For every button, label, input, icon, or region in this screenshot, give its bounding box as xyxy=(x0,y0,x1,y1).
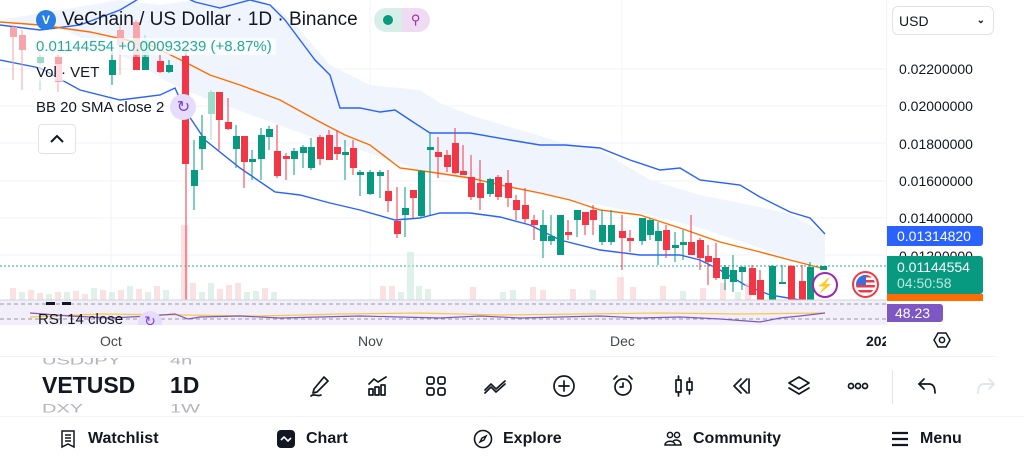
time-label-nov: Nov xyxy=(358,333,383,349)
price-scale[interactable]: USD ⌄ 0.02200000 0.02000000 0.01800000 0… xyxy=(886,0,996,325)
layers-icon xyxy=(788,376,810,395)
plus-circle-icon xyxy=(553,375,575,397)
nav-menu-label: Menu xyxy=(920,430,962,447)
bb-indicator-row[interactable]: BB 20 SMA close 2 ↻ xyxy=(36,94,430,120)
symbol-wheel[interactable]: USDJPY VETUSD DXY xyxy=(42,358,135,416)
compass-icon xyxy=(473,429,493,449)
chevron-down-icon: ⌄ xyxy=(976,15,985,26)
rsi-indicator-label[interactable]: RSI 14 close xyxy=(38,311,124,325)
time-label-year: 202 xyxy=(866,333,886,349)
price-tick: 0.01800000 xyxy=(899,136,973,152)
symbol-option[interactable]: DXY xyxy=(42,402,84,416)
bb-basis-tag xyxy=(887,294,983,301)
symbol-title[interactable]: VeChain / US Dollar · 1D · Binance xyxy=(62,9,358,30)
bottom-toolbar: USDJPY VETUSD DXY 4h 1D 1W xyxy=(0,358,1024,416)
symbol-option[interactable]: USDJPY xyxy=(42,358,121,368)
templates-button[interactable] xyxy=(422,372,450,400)
rsi-refresh-icon[interactable]: ↻ xyxy=(138,311,162,325)
bottom-navigation: Watchlist Chart Explore Community Menu xyxy=(0,416,1024,461)
nav-watchlist-label: Watchlist xyxy=(88,430,159,447)
more-button[interactable] xyxy=(844,372,872,400)
bb-indicator-label[interactable]: BB 20 SMA close 2 xyxy=(36,98,165,116)
selected-symbol[interactable]: VETUSD xyxy=(42,372,136,398)
time-label-dec: Dec xyxy=(610,333,635,349)
price-tick: 0.02000000 xyxy=(899,98,973,114)
drawing-tools-button[interactable] xyxy=(306,372,334,400)
watchlist-icon xyxy=(61,430,75,449)
currency-value: USD xyxy=(899,12,929,29)
undo-icon xyxy=(918,378,936,394)
market-open-dot-icon xyxy=(373,8,402,32)
redo-icon xyxy=(977,378,995,394)
bar-countdown: 04:50:58 xyxy=(897,275,952,291)
indicators-button[interactable] xyxy=(364,372,392,400)
price-tick: 0.02200000 xyxy=(899,61,973,77)
nav-explore[interactable]: Explore xyxy=(473,429,562,449)
toolbar-divider xyxy=(892,370,893,404)
add-symbol-button[interactable] xyxy=(550,372,578,400)
chevron-up-icon xyxy=(50,135,64,143)
last-price-value: 0.01144554 xyxy=(897,259,970,275)
nav-menu[interactable]: Menu xyxy=(890,429,962,449)
symbol-interval-picker[interactable]: USDJPY VETUSD DXY 4h 1D 1W xyxy=(42,358,222,416)
symbol-title-row[interactable]: V VeChain / US Dollar · 1D · Binance ⚲ xyxy=(36,8,430,32)
redo-button[interactable] xyxy=(972,372,1000,400)
vechain-logo-icon: V xyxy=(36,10,56,30)
replay-button[interactable] xyxy=(727,372,755,400)
pencil-icon xyxy=(310,376,329,397)
nav-chart-label: Chart xyxy=(306,430,348,447)
compare-icon xyxy=(484,380,506,394)
nav-community-label: Community xyxy=(693,430,781,447)
chart-settings-icon[interactable] xyxy=(932,330,952,350)
nav-watchlist[interactable]: Watchlist xyxy=(58,429,159,449)
chart-canvas[interactable]: V VeChain / US Dollar · 1D · Binance ⚲ 0… xyxy=(0,0,886,325)
undo-button[interactable] xyxy=(913,372,941,400)
chart-legend: V VeChain / US Dollar · 1D · Binance ⚲ 0… xyxy=(36,8,430,120)
price-tick: 0.01600000 xyxy=(899,173,973,189)
price-tick: 0.01400000 xyxy=(899,210,973,226)
collapse-legend-button[interactable] xyxy=(38,124,76,154)
last-price-tag: 0.01144554 04:50:58 xyxy=(887,256,983,294)
nav-chart[interactable]: Chart xyxy=(276,429,348,449)
alert-button[interactable] xyxy=(609,372,637,400)
time-label-oct: Oct xyxy=(100,333,122,349)
refresh-icon[interactable]: ↻ xyxy=(170,94,197,120)
community-icon xyxy=(664,431,682,446)
nav-community[interactable]: Community xyxy=(663,429,781,449)
price-change-line: 0.01144554 +0.00093239 (+8.87%) xyxy=(36,38,276,55)
interval-option[interactable]: 4h xyxy=(170,358,193,368)
selected-interval[interactable]: 1D xyxy=(170,372,200,398)
nav-explore-label: Explore xyxy=(503,430,562,447)
currency-select[interactable]: USD ⌄ xyxy=(892,6,994,35)
grid-icon xyxy=(426,376,446,396)
candles-icon xyxy=(675,375,693,397)
bb-upper-tag: 0.01314820 xyxy=(887,226,983,246)
time-axis[interactable]: Oct Nov Dec 202 xyxy=(0,325,996,357)
share-icon[interactable]: ⚲ xyxy=(401,8,430,32)
volume-indicator-label[interactable]: Vol · VET xyxy=(36,64,104,81)
chart-type-button[interactable] xyxy=(670,372,698,400)
compare-button[interactable] xyxy=(481,372,509,400)
lightning-icon[interactable]: ⚡ xyxy=(812,272,838,298)
interval-wheel[interactable]: 4h 1D 1W xyxy=(170,358,200,416)
interval-option[interactable]: 1W xyxy=(170,402,200,416)
chart-icon xyxy=(277,430,295,448)
indicators-icon xyxy=(368,376,387,396)
hamburger-icon xyxy=(892,431,908,447)
rewind-icon xyxy=(733,378,750,394)
status-pill[interactable]: ⚲ xyxy=(373,8,430,32)
layers-button[interactable] xyxy=(785,372,813,400)
rsi-value-tag: 48.23 xyxy=(887,304,943,322)
us-flag-icon[interactable] xyxy=(852,271,879,298)
alarm-clock-icon xyxy=(613,375,633,396)
more-icon xyxy=(847,382,869,390)
